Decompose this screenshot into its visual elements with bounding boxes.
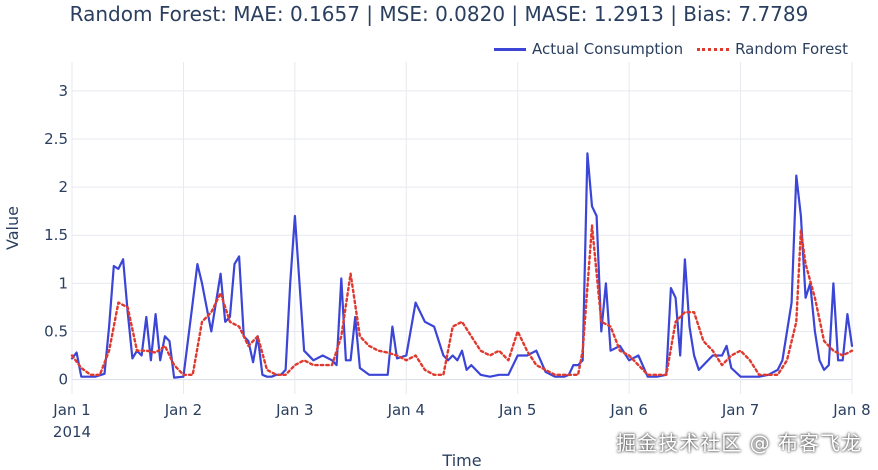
watermark-text: 掘金技术社区 @ 布客飞龙	[616, 431, 862, 455]
x-tick-label: Jan 4	[387, 401, 425, 419]
x-tick-sublabel: 2014	[53, 423, 91, 441]
series-line-actual	[70, 152, 854, 379]
y-axis-title: Value	[3, 206, 22, 250]
y-tick-label: 1	[58, 274, 68, 292]
legend-label-actual: Actual Consumption	[531, 40, 684, 58]
legend: Actual Consumption Random Forest	[493, 40, 848, 58]
chart-title: Random Forest: MAE: 0.1657 | MSE: 0.0820…	[69, 2, 809, 26]
x-tick-label: Jan 8	[832, 401, 870, 419]
y-tick-label: 3	[58, 82, 68, 100]
legend-item-forest[interactable]: Random Forest	[697, 40, 848, 58]
legend-swatch-actual	[493, 47, 526, 51]
y-tick-label: 2.5	[44, 130, 68, 148]
y-tick-label: 2	[58, 178, 68, 196]
series-layer	[70, 152, 854, 379]
x-tick-label: Jan 2	[164, 401, 202, 419]
legend-item-actual[interactable]: Actual Consumption	[493, 40, 684, 58]
x-tick-label: Jan 7	[721, 401, 759, 419]
x-tick-label: Jan 1	[52, 401, 90, 419]
x-tick-label: Jan 6	[609, 401, 647, 419]
y-tick-label: 1.5	[44, 226, 68, 244]
y-tick-label: 0.5	[44, 322, 68, 340]
x-tick-label: Jan 5	[498, 401, 536, 419]
axis-layer: 0 0.5 1 1.5 2 2.5 3 Jan 1 Jan 2 Jan 3 Jan 4 Jan 5 Ja…	[3, 82, 871, 470]
y-tick-label: 0	[58, 371, 68, 389]
legend-swatch-forest	[697, 47, 730, 51]
legend-label-forest: Random Forest	[735, 40, 848, 58]
series-line-forest	[70, 224, 854, 376]
x-tick-label: Jan 3	[275, 401, 313, 419]
grid-layer	[71, 62, 853, 394]
x-axis-title: Time	[441, 451, 481, 470]
